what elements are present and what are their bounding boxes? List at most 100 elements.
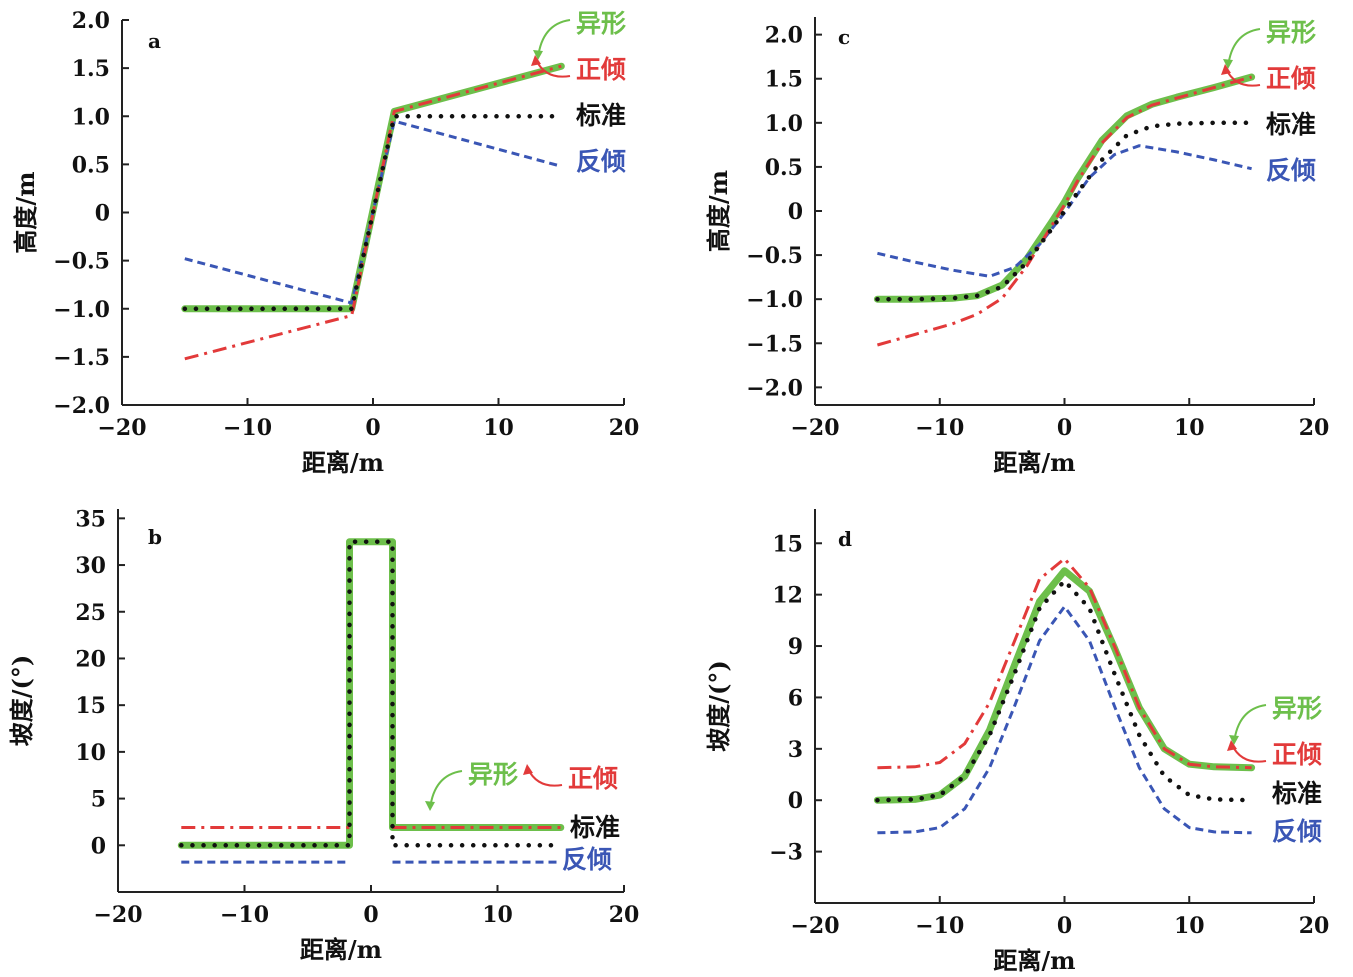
legend-label-zhengqing: 正倾	[576, 55, 626, 84]
legend-label-yixing: 异形	[576, 9, 626, 38]
x-tick-label: −10	[915, 913, 964, 939]
y-tick-label: −0.5	[746, 243, 803, 269]
y-tick-label: 9	[788, 634, 803, 660]
x-tick-label: 20	[609, 902, 640, 928]
x-axis-label: 距离/m	[302, 448, 384, 477]
y-tick-label: −1.5	[746, 331, 803, 357]
panel-letter: c	[838, 25, 850, 49]
y-tick-label: 3	[788, 737, 803, 763]
legend-arrowhead-zhengqing	[523, 764, 533, 775]
legend-arrowhead-yixing	[533, 50, 543, 60]
y-tick-label: −0.5	[53, 249, 110, 275]
panel-c: −20 −10 0 10 20 −2.0 −1.5 −1.0 −0.5 0 0.5 1.0 1.5 2.0…	[704, 17, 1329, 477]
legend-arrowhead-zhengqing	[1221, 64, 1231, 75]
x-tick-label: −10	[915, 415, 964, 441]
series-line-zhengqing	[877, 557, 1252, 770]
x-tick-label: 0	[1057, 415, 1072, 441]
legend-label-yixing: 异形	[1272, 694, 1322, 723]
y-tick-label: −1.0	[746, 287, 803, 313]
y-tick-label: 5	[91, 787, 106, 813]
series-line-biaozhun	[875, 120, 1254, 302]
x-tick-label: 10	[482, 902, 513, 928]
panel-a: −20 −10 0 10 20 −2.0 −1.5 −1.0 −0.5 0 0.5 1.0 1.5 2.0…	[11, 8, 639, 477]
x-tick-label: 20	[1299, 913, 1330, 939]
y-tick-label: 15	[75, 693, 106, 719]
x-tick-label: 10	[1174, 415, 1205, 441]
legend-arrowhead-zhengqing	[531, 55, 541, 66]
panel-letter: d	[838, 527, 852, 551]
legend-label-zhengqing: 正倾	[1266, 64, 1316, 93]
legend-label-zhengqing: 正倾	[568, 764, 618, 793]
y-tick-label: −2.0	[53, 393, 110, 419]
panel-b: −20 −10 0 10 20 0 5 10 15 20 25 30 35 距离/m 坡度/(°) b 异形 正倾…	[7, 506, 639, 964]
x-tick-label: −20	[97, 415, 146, 441]
y-tick-label: −1.0	[53, 297, 110, 323]
x-axis-label: 距离/m	[993, 448, 1075, 477]
x-tick-label: 20	[609, 415, 640, 441]
x-tick-label: 0	[365, 415, 380, 441]
legend-label-fanqing: 反倾	[562, 845, 612, 874]
y-tick-label: 1.5	[765, 67, 803, 93]
legend-label-biaozhun: 标准	[576, 101, 626, 130]
y-tick-label: 0.5	[765, 155, 803, 181]
y-tick-label: 0	[95, 201, 110, 227]
y-tick-label: 35	[75, 506, 106, 532]
panel-letter: a	[148, 29, 161, 53]
series-line-zhengqing	[876, 75, 1253, 347]
x-tick-label: −20	[790, 913, 839, 939]
y-tick-label: −1.5	[53, 345, 110, 371]
legend-label-yixing: 异形	[1266, 18, 1316, 47]
legend-arrowhead-yixing	[1223, 59, 1233, 69]
y-axis-label: 坡度/(°)	[7, 655, 36, 746]
legend-label-zhengqing: 正倾	[1272, 740, 1322, 769]
y-tick-label: 0	[91, 833, 106, 859]
x-tick-label: 0	[363, 902, 378, 928]
y-tick-label: 30	[75, 553, 106, 579]
x-axis-label: 距离/m	[300, 935, 382, 964]
y-tick-label: 0	[788, 199, 803, 225]
x-tick-label: 0	[1057, 913, 1072, 939]
y-tick-label: 0.5	[72, 152, 110, 178]
series-line-biaozhun	[182, 114, 564, 312]
y-tick-label: 6	[788, 685, 803, 711]
x-axis-label: 距离/m	[993, 946, 1075, 972]
y-tick-label: 20	[75, 646, 106, 672]
legend-label-fanqing: 反倾	[576, 147, 626, 176]
y-tick-label: 2.0	[765, 23, 803, 49]
x-tick-label: 10	[1174, 913, 1205, 939]
legend-label-biaozhun: 标准	[570, 813, 620, 842]
y-tick-label: 1.5	[72, 56, 110, 82]
y-tick-label: −3	[769, 840, 803, 866]
legend-arrowhead-yixing	[425, 801, 435, 811]
y-tick-label: 0	[788, 788, 803, 814]
x-tick-label: −20	[790, 415, 839, 441]
series-line-zhengqing	[184, 64, 562, 361]
legend-arrowhead-yixing	[1229, 735, 1239, 745]
y-axis-label: 高度/m	[11, 171, 40, 253]
y-tick-label: 25	[75, 600, 106, 626]
x-tick-label: 20	[1299, 415, 1330, 441]
legend-label-fanqing: 反倾	[1272, 817, 1322, 846]
x-tick-label: −10	[220, 902, 269, 928]
y-tick-label: 10	[75, 740, 106, 766]
y-tick-label: 12	[772, 583, 803, 609]
y-tick-label: −2.0	[746, 375, 803, 401]
legend-label-yixing: 异形	[468, 760, 518, 789]
legend-label-fanqing: 反倾	[1266, 156, 1316, 185]
legend-label-biaozhun: 标准	[1272, 779, 1322, 808]
legend-arrowhead-zhengqing	[1227, 740, 1237, 751]
legend-label-biaozhun: 标准	[1266, 110, 1316, 139]
y-tick-label: 2.0	[72, 8, 110, 34]
y-tick-label: 15	[772, 531, 803, 557]
y-axis-label: 坡度/(°)	[704, 660, 733, 751]
series-line-yixing	[177, 538, 565, 849]
panel-letter: b	[148, 525, 162, 549]
y-tick-label: 1.0	[765, 111, 803, 137]
y-axis-label: 高度/m	[704, 170, 733, 252]
y-tick-label: 1.0	[72, 104, 110, 130]
x-tick-label: −10	[223, 415, 272, 441]
